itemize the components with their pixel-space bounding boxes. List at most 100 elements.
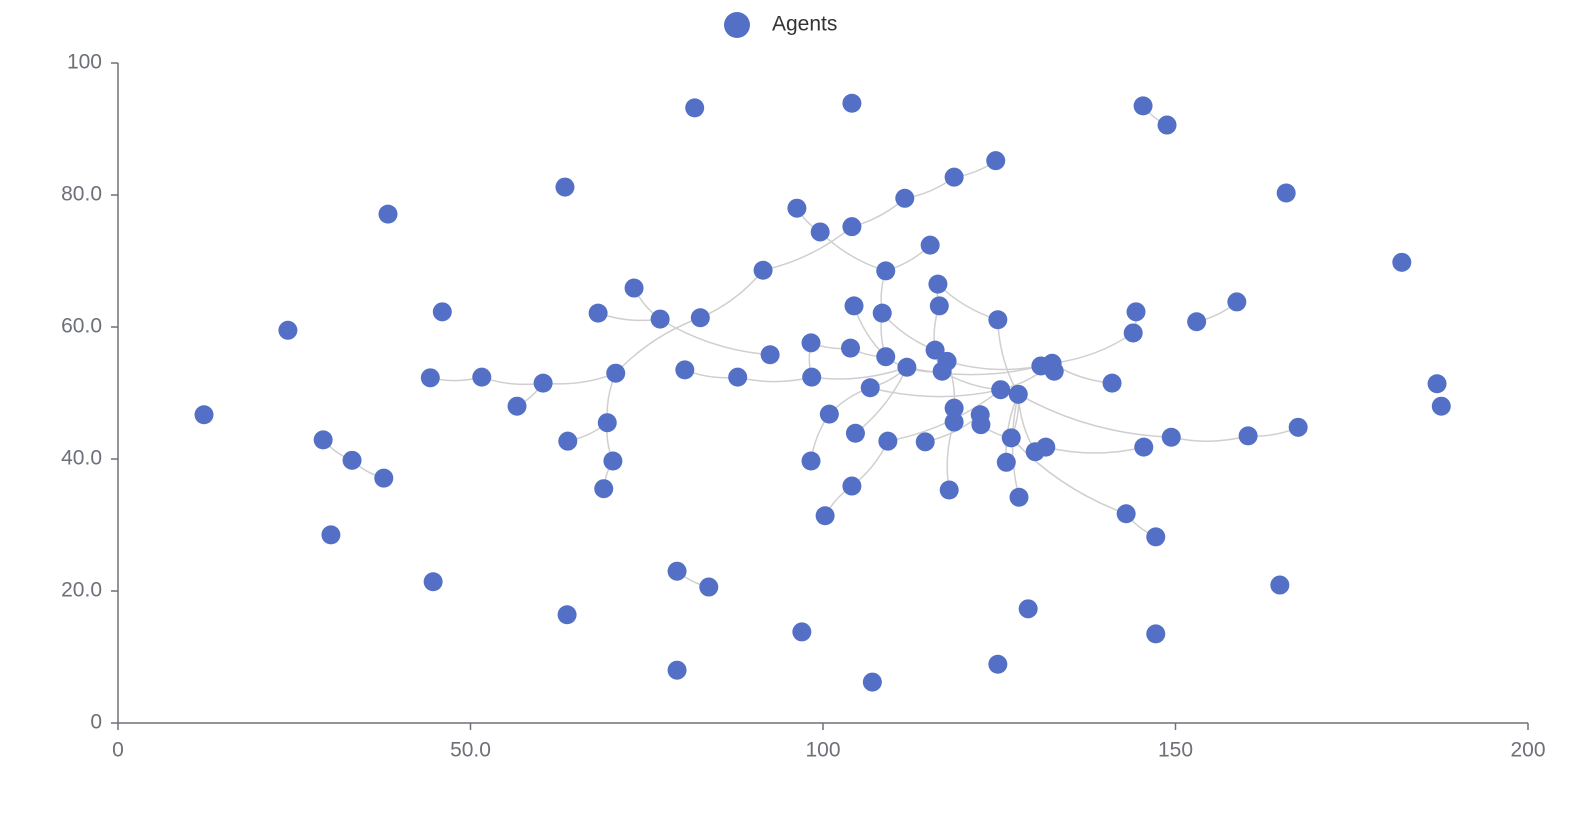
link: [1017, 393, 1172, 438]
agent-point: [594, 479, 614, 499]
agent-point: [925, 340, 945, 360]
agent-point: [988, 310, 1008, 330]
agent-point: [878, 431, 898, 451]
agent-point: [624, 278, 644, 298]
legend-marker: [724, 12, 750, 38]
agent-point: [1161, 427, 1181, 447]
y-tick-label: 80.0: [61, 183, 102, 206]
agent-point: [876, 261, 896, 281]
link: [946, 360, 1041, 371]
agent-point: [1008, 384, 1028, 404]
legend-label: Agents: [772, 13, 837, 36]
agent-point: [988, 654, 1008, 674]
agent-point: [1001, 428, 1021, 448]
agent-point: [842, 476, 862, 496]
agent-point: [420, 368, 440, 388]
agent-point: [667, 660, 687, 680]
agent-point: [801, 333, 821, 353]
agent-point: [728, 367, 748, 387]
agent-point: [840, 338, 860, 358]
agent-point: [699, 577, 719, 597]
agent-point: [533, 373, 553, 393]
agent-point: [872, 303, 892, 323]
x-tick-label: 150: [1158, 739, 1193, 762]
agent-point: [1133, 96, 1153, 116]
link: [881, 312, 936, 351]
agent-point: [1018, 599, 1038, 619]
agent-point: [860, 378, 880, 398]
y-tick-label: 40.0: [61, 447, 102, 470]
agent-point: [986, 151, 1006, 171]
agent-point: [1288, 417, 1308, 437]
agent-point: [753, 260, 773, 280]
agent-point: [1116, 504, 1136, 524]
agent-point: [895, 188, 915, 208]
link: [737, 376, 812, 383]
agent-point: [1276, 183, 1296, 203]
x-tick-label: 200: [1510, 739, 1545, 762]
agent-point: [819, 404, 839, 424]
agent-point: [787, 198, 807, 218]
link: [819, 231, 886, 272]
link: [615, 317, 701, 374]
agent-point: [558, 431, 578, 451]
link: [1171, 435, 1249, 442]
agent-point: [876, 347, 896, 367]
link: [700, 269, 764, 319]
agent-point: [1102, 373, 1122, 393]
agent-point: [342, 450, 362, 470]
agent-point: [1036, 437, 1056, 457]
link: [1052, 332, 1134, 365]
agent-point: [1157, 115, 1177, 135]
y-tick-label: 0: [90, 711, 102, 734]
agent-point: [555, 177, 575, 197]
agent-point: [1009, 487, 1029, 507]
agent-point: [588, 303, 608, 323]
agent-point: [991, 380, 1011, 400]
agent-point: [374, 468, 394, 488]
agent-point: [423, 572, 443, 592]
agent-point: [944, 412, 964, 432]
link: [1010, 437, 1127, 515]
agent-point: [844, 296, 864, 316]
agent-point: [1392, 252, 1412, 272]
agent-point: [1044, 361, 1064, 381]
link: [659, 318, 771, 356]
agent-point: [472, 367, 492, 387]
agent-point: [1126, 302, 1146, 322]
agent-point: [760, 345, 780, 365]
agent-point: [1187, 312, 1207, 332]
agent-point: [1134, 437, 1154, 457]
agent-point: [1270, 575, 1290, 595]
agent-point: [321, 525, 341, 545]
agent-point: [603, 451, 623, 471]
agent-point: [897, 357, 917, 377]
agent-point: [1238, 426, 1258, 446]
agent-point: [278, 320, 298, 340]
y-tick-label: 100: [67, 51, 102, 74]
agent-point: [920, 235, 940, 255]
y-tick-label: 20.0: [61, 579, 102, 602]
agent-point: [929, 296, 949, 316]
agent-point: [557, 605, 577, 625]
agent-point: [597, 413, 617, 433]
agent-point: [1431, 396, 1451, 416]
agent-point: [845, 423, 865, 443]
agent-point: [194, 405, 214, 425]
agent-point: [690, 308, 710, 328]
agent-point: [802, 367, 822, 387]
agent-point: [815, 506, 835, 526]
agent-point: [932, 361, 952, 381]
agent-point: [1146, 527, 1166, 547]
agent-point: [842, 217, 862, 237]
agent-point: [313, 430, 333, 450]
agent-point: [685, 98, 705, 118]
agent-point: [842, 93, 862, 113]
agent-point: [971, 415, 991, 435]
agent-point: [944, 398, 964, 418]
link: [870, 386, 1001, 398]
x-tick-label: 0: [112, 739, 124, 762]
link: [906, 365, 1042, 376]
link: [762, 226, 853, 271]
